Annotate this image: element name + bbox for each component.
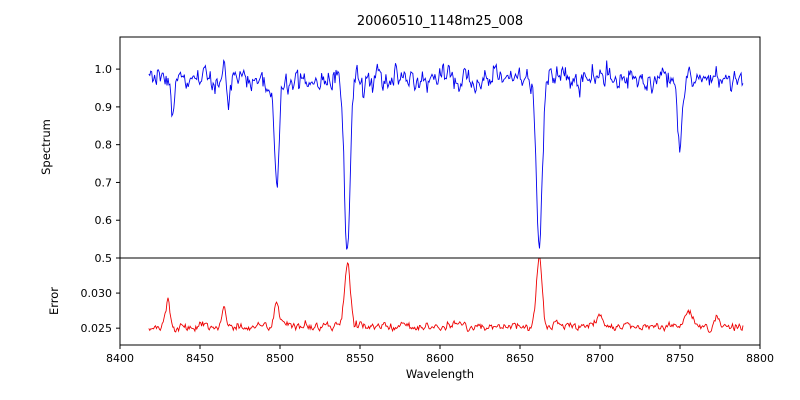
x-tick-label: 8800: [746, 352, 774, 365]
error-y-tick-label: 0.030: [81, 287, 113, 300]
error-trace-group: [148, 258, 744, 333]
spectrum-y-tick-label: 0.7: [95, 176, 113, 189]
error-line: [148, 258, 744, 333]
x-tick-label: 8400: [106, 352, 134, 365]
error-axes-frame: [119, 257, 761, 346]
error-y-axis-label: Error: [47, 287, 61, 315]
spectrum-line: [148, 59, 744, 250]
x-tick-label: 8600: [426, 352, 454, 365]
spectrum-trace-group: [148, 59, 744, 250]
error-y-tick-label: 0.025: [81, 322, 113, 335]
spectrum-y-axis-label: Spectrum: [39, 119, 53, 175]
spectrum-y-tick-label: 0.6: [95, 214, 113, 227]
chart-title: 20060510_1148m25_008: [357, 14, 523, 29]
spectrum-y-tick-label: 0.9: [95, 101, 113, 114]
spectrum-y-tick-label: 1.0: [95, 63, 113, 76]
x-axis-label: Wavelength: [406, 367, 474, 381]
x-tick-label: 8550: [346, 352, 374, 365]
axis-ticks-group: 8400 8450 8500 8550 8600 8650 8700 8750 8800 0.5 0…: [81, 63, 775, 365]
x-tick-label: 8500: [266, 352, 294, 365]
spectrum-y-tick-label: 0.5: [95, 252, 113, 265]
x-tick-label: 8700: [586, 352, 614, 365]
x-tick-label: 8450: [186, 352, 214, 365]
spectrum-y-tick-label: 0.8: [95, 139, 113, 152]
x-tick-label: 8750: [666, 352, 694, 365]
x-tick-label: 8650: [506, 352, 534, 365]
